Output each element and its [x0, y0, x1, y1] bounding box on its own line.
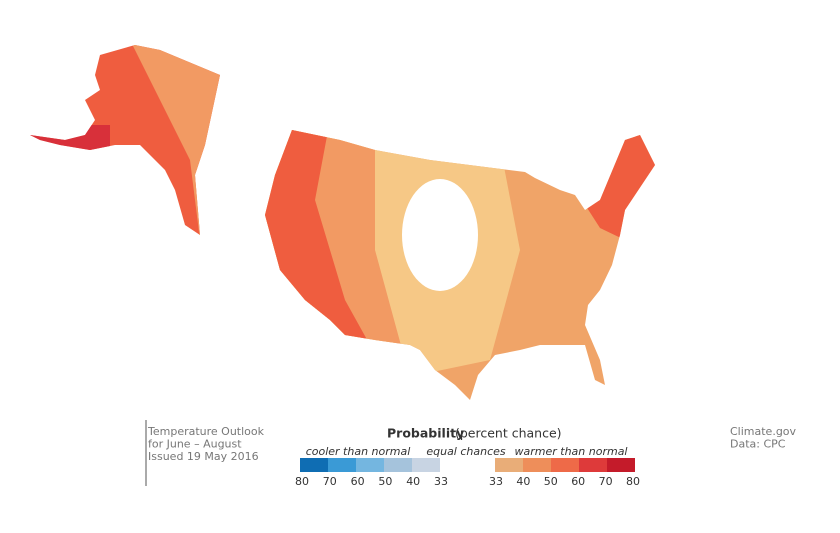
tick-label: 60 [571, 475, 585, 488]
legend-title: Probability [387, 426, 464, 441]
warm-swatch [523, 458, 551, 472]
tick-label: 40 [406, 475, 420, 488]
cool-swatch [300, 458, 328, 472]
credit-line: Data: CPC [730, 438, 786, 451]
cool-swatch [384, 458, 412, 472]
tick-label: 80 [295, 475, 309, 488]
warm-swatch [495, 458, 523, 472]
caption-line: Temperature Outlook [147, 425, 265, 438]
conus-map [265, 130, 655, 400]
tick-label: 70 [599, 475, 613, 488]
tick-label: 33 [434, 475, 448, 488]
cooler-label: cooler than normal [306, 445, 411, 458]
warm-swatch [607, 458, 635, 472]
warm-swatch [579, 458, 607, 472]
tick-label: 70 [323, 475, 337, 488]
caption-line: for June – August [148, 438, 242, 451]
tick-label: 33 [489, 475, 503, 488]
warmer-label: warmer than normal [515, 445, 628, 458]
tick-label: 40 [516, 475, 530, 488]
cool-swatch [356, 458, 384, 472]
tick-label: 50 [544, 475, 558, 488]
warm-swatch [551, 458, 579, 472]
credit-line: Climate.gov [730, 425, 797, 438]
cool-swatch [328, 458, 356, 472]
tick-label: 80 [626, 475, 640, 488]
equal-label: equal chances [426, 445, 506, 458]
cool-swatch [412, 458, 440, 472]
alaska-map [30, 45, 220, 235]
tick-label: 60 [351, 475, 365, 488]
caption-line: Issued 19 May 2016 [148, 450, 259, 463]
legend-subtitle: (percent chance) [455, 426, 562, 441]
tick-label: 50 [378, 475, 392, 488]
legend-scale: 80 70 60 50 40 33 33 40 50 60 70 80 [295, 458, 640, 488]
